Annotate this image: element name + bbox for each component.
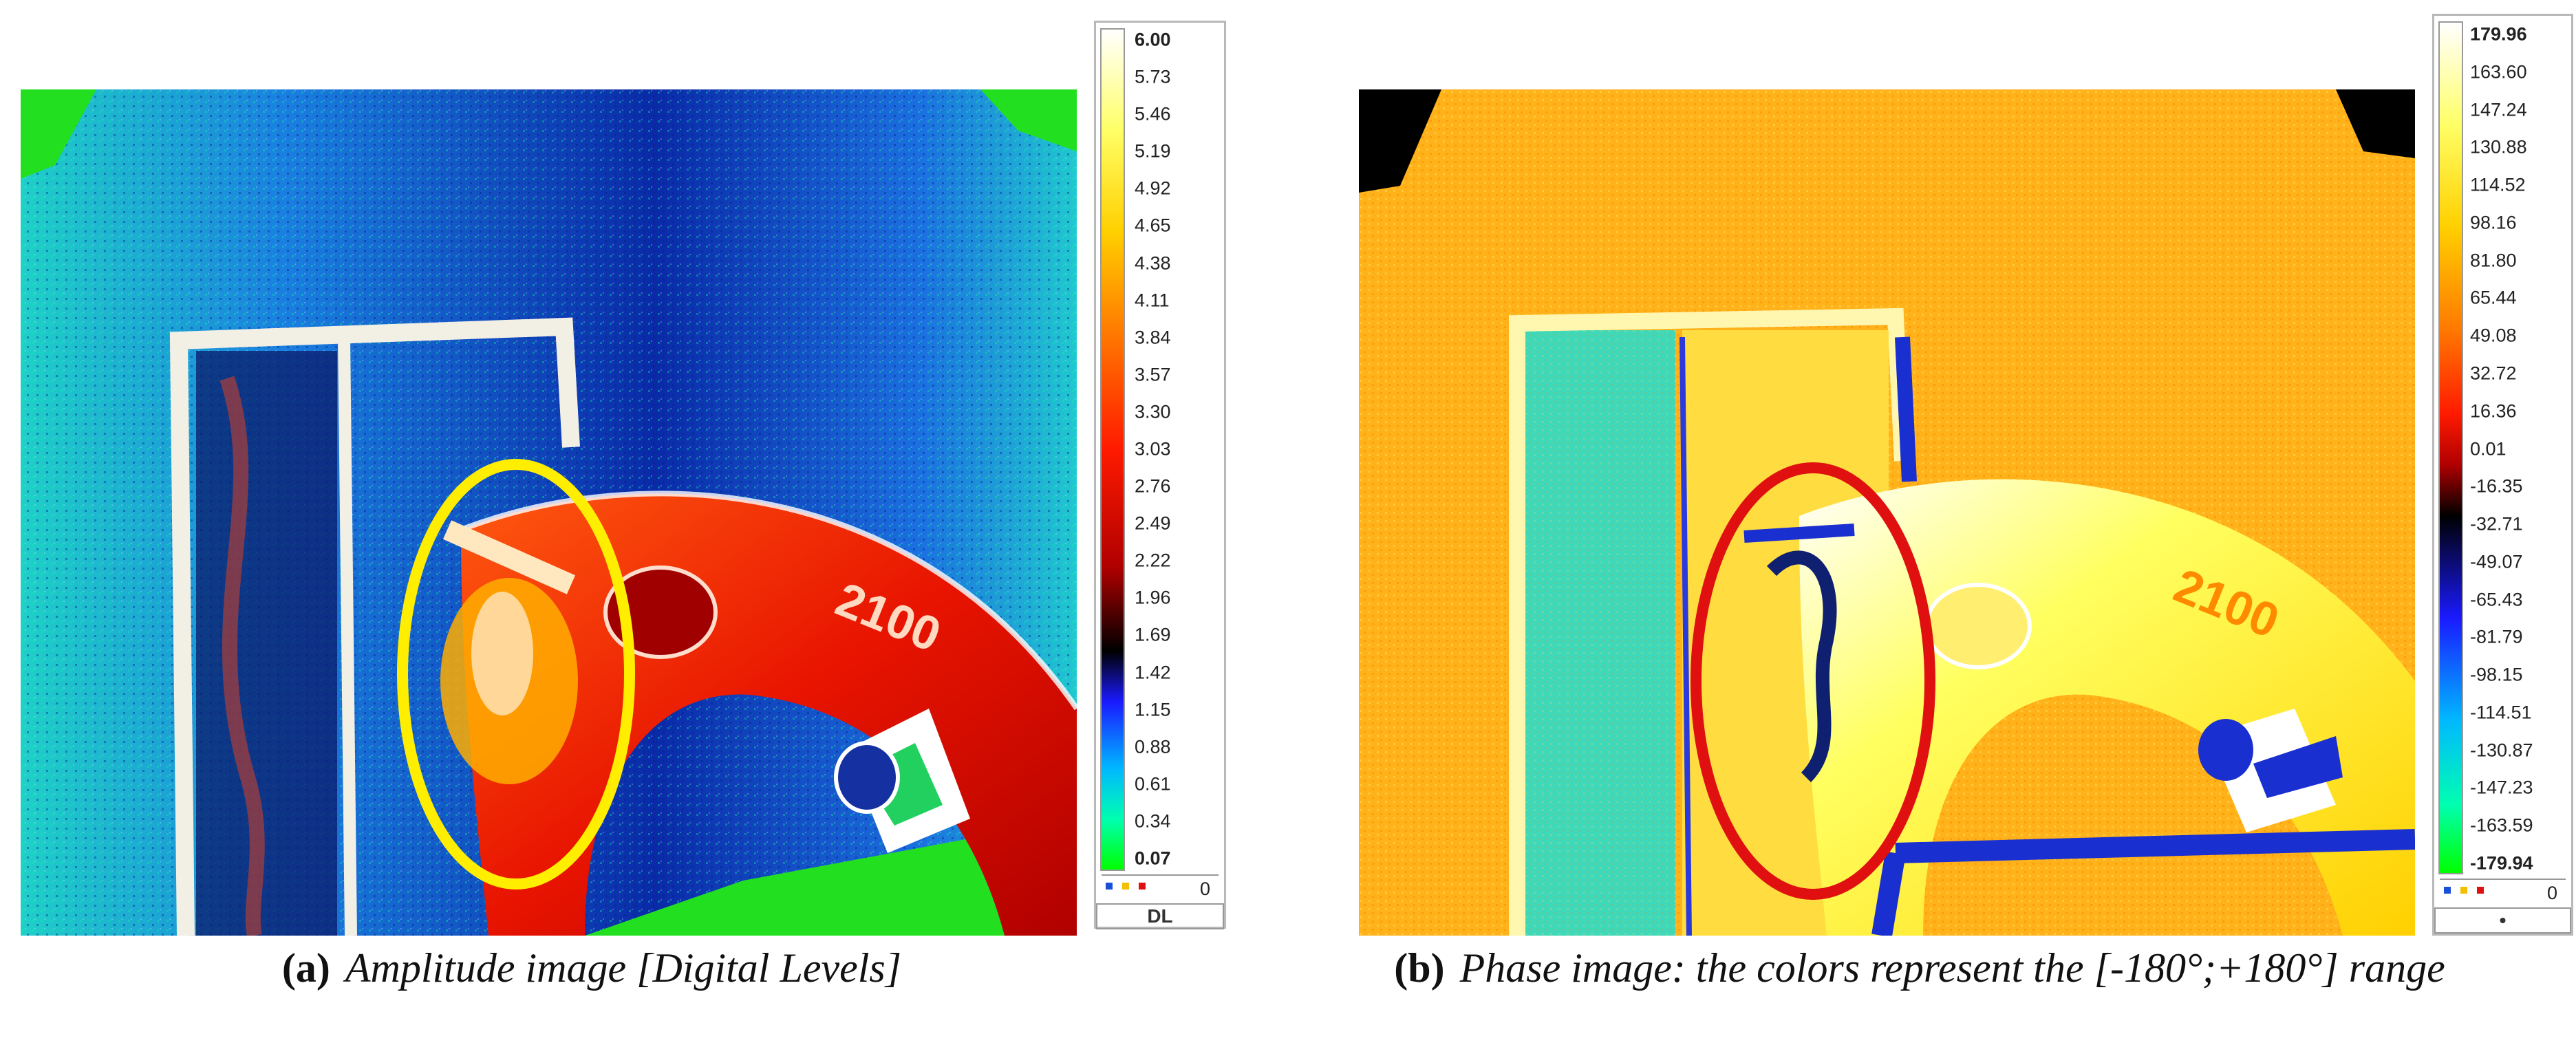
colorbar-tick-label: -163.59 [2470,815,2533,836]
annotation-ellipse-yellow [397,459,635,890]
colorbar-tick-label: 179.96 [2470,23,2527,45]
colorbar-tick-label: 4.11 [1135,290,1170,311]
colorbar-tick-label: -114.51 [2470,702,2532,723]
colorbar-gradient [1100,28,1125,871]
yellow-dot-icon [1122,883,1129,890]
red-dot-icon [1139,883,1146,890]
panel-b: 2100 179.96 163.60 147.24 130.88 114.52 98.16… [1342,0,2576,1056]
colorbar-ticks: 179.96 163.60 147.24 130.88 114.52 98.16 81.80… [2470,25,2573,872]
colorbar-tick-label: 98.16 [2470,212,2517,233]
phase-image: 2100 [1359,89,2415,936]
colorbar-tick-label: -179.94 [2470,852,2533,874]
blue-dot-icon [2444,887,2451,894]
colorbar-tick-label: 65.44 [2470,287,2517,308]
colorbar-tick-label: 2.76 [1135,475,1171,497]
colorbar-tick-label: -130.87 [2470,740,2533,761]
colorbar-tick-label: 147.24 [2470,99,2527,120]
colorbar-tick-label: 4.92 [1135,177,1171,199]
colorbar-unit: • [2434,907,2571,934]
colorbar-tick-label: -65.43 [2470,589,2523,610]
colorbar-tick-label: 2.49 [1135,513,1171,534]
colorbar-tick-label: 1.15 [1135,699,1171,720]
caption-label: (b) [1394,945,1445,991]
caption-a: (a) Amplitude image [Digital Levels] [89,942,1094,994]
yellow-dot-icon [2460,887,2467,894]
colorbar-tick-label: 5.46 [1135,103,1171,125]
colorbar-tick-label: 3.03 [1135,438,1171,460]
annotation-ellipse-red [1690,462,1935,900]
colorbar-tick-label: 114.52 [2470,174,2526,195]
colorbar-panel-b: 179.96 163.60 147.24 130.88 114.52 98.16 81.80… [2432,14,2573,936]
colorbar-tick-label: -147.23 [2470,777,2533,798]
colorbar-tick-label: 163.60 [2470,61,2527,83]
caption-text: Phase image: the colors represent the [-… [1459,945,2445,991]
colorbar-tick-label: 49.08 [2470,325,2517,346]
caption-b: (b) Phase image: the colors represent the… [1383,942,2456,994]
amplitude-image: 2100 [21,89,1077,936]
red-dot-icon [2477,887,2484,894]
blue-dot-icon [1106,883,1113,890]
colorbar-ticks: 6.00 5.73 5.46 5.19 4.92 4.65 4.38 4.11 3.84 3.57… [1135,30,1223,868]
colorbar-counter: 0 [2546,883,2557,903]
colorbar-tick-label: 0.88 [1135,736,1171,757]
colorbar-tick-label: 130.88 [2470,136,2527,158]
palette-dots[interactable] [1106,883,1146,890]
colorbar-tick-label: 1.96 [1135,587,1171,608]
palette-dots[interactable] [2444,887,2484,894]
colorbar-tick-label: 5.19 [1135,140,1171,162]
colorbar-tick-label: -81.79 [2470,626,2523,647]
colorbar-tick-label: 32.72 [2470,363,2517,384]
colorbar-tick-label: 1.69 [1135,624,1171,645]
panel-a: 2100 6.00 5.73 5.46 5.19 4.92 4.65 4.38 4.11 3.8… [0,0,1238,1056]
colorbar-tick-label: 3.84 [1135,327,1171,348]
caption-text: Amplitude image [Digital Levels] [345,945,902,991]
colorbar-panel-a: 6.00 5.73 5.46 5.19 4.92 4.65 4.38 4.11 3.84 3.57… [1094,21,1226,929]
colorbar-tick-label: 16.36 [2470,400,2517,422]
colorbar-counter: 0 [1199,879,1210,899]
caption-label: (a) [281,945,330,991]
colorbar-tick-label: -49.07 [2470,551,2523,572]
colorbar-tick-label: -32.71 [2470,513,2523,535]
colorbar-footer: 0 [1102,874,1219,902]
colorbar-gradient [2438,21,2463,874]
colorbar-tick-label: 0.07 [1135,848,1171,869]
colorbar-unit: DL [1096,903,1224,929]
colorbar-tick-label: 1.42 [1135,662,1171,683]
colorbar-tick-label: -16.35 [2470,475,2523,497]
colorbar-tick-label: 6.00 [1135,29,1171,50]
colorbar-tick-label: 4.65 [1135,215,1171,236]
colorbar-tick-label: 4.38 [1135,252,1171,274]
colorbar-tick-label: 0.61 [1135,773,1171,795]
colorbar-tick-label: 3.57 [1135,364,1171,385]
colorbar-tick-label: 0.01 [2470,438,2507,459]
colorbar-tick-label: 3.30 [1135,401,1171,422]
colorbar-tick-label: 2.22 [1135,550,1171,571]
colorbar-tick-label: 5.73 [1135,66,1171,87]
colorbar-tick-label: 81.80 [2470,250,2517,271]
colorbar-tick-label: 0.34 [1135,810,1171,832]
colorbar-footer: 0 [2440,879,2566,906]
colorbar-tick-label: -98.15 [2470,664,2523,685]
